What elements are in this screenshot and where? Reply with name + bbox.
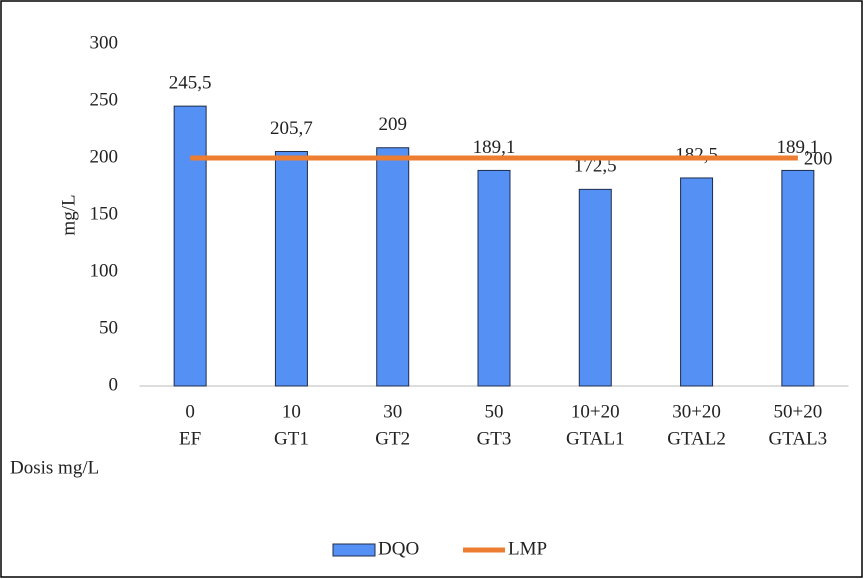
y-tick-label: 300 bbox=[90, 32, 119, 53]
data-label: 245,5 bbox=[169, 72, 212, 93]
x-tick-label: 50+20 bbox=[773, 401, 822, 422]
legend-label: LMP bbox=[508, 538, 547, 559]
bar bbox=[578, 188, 612, 387]
x-tick-label: 10+20 bbox=[571, 401, 620, 422]
x-tick-label: GTAL1 bbox=[566, 428, 625, 449]
data-label: 182,5 bbox=[675, 144, 718, 165]
bar bbox=[781, 169, 815, 387]
bar bbox=[477, 169, 511, 387]
data-label: 189,1 bbox=[473, 137, 516, 158]
bar bbox=[680, 177, 714, 387]
y-tick-label: 250 bbox=[90, 89, 119, 110]
bar bbox=[173, 105, 207, 387]
data-label: 172,5 bbox=[574, 156, 617, 177]
y-tick-label: 200 bbox=[90, 146, 119, 167]
x-axis-label: Dosis mg/L bbox=[10, 457, 99, 478]
data-label: 209 bbox=[378, 114, 407, 135]
data-label: 189,1 bbox=[776, 137, 819, 158]
y-tick-label: 50 bbox=[99, 317, 118, 338]
x-tick-label: 50 bbox=[485, 401, 504, 422]
y-tick-label: 0 bbox=[109, 374, 119, 395]
x-tick-label: 0 bbox=[185, 401, 195, 422]
x-tick-label: 10 bbox=[282, 401, 301, 422]
y-axis-label: mg/L bbox=[58, 194, 79, 235]
data-label: 200 bbox=[804, 148, 833, 169]
bar bbox=[274, 151, 308, 387]
x-tick-label: GT3 bbox=[477, 428, 512, 449]
x-tick-label: GT1 bbox=[274, 428, 309, 449]
x-tick-label: GTAL3 bbox=[769, 428, 828, 449]
x-tick-label: GT2 bbox=[375, 428, 410, 449]
legend-swatch bbox=[332, 543, 376, 557]
y-tick-label: 150 bbox=[90, 203, 119, 224]
y-tick-label: 100 bbox=[90, 260, 119, 281]
legend-label: DQO bbox=[378, 538, 419, 559]
x-tick-label: 30+20 bbox=[672, 401, 721, 422]
data-label: 205,7 bbox=[270, 118, 313, 139]
x-tick-label: 30 bbox=[383, 401, 402, 422]
x-tick-label: EF bbox=[179, 428, 201, 449]
x-tick-label: GTAL2 bbox=[667, 428, 726, 449]
bar bbox=[376, 147, 410, 387]
